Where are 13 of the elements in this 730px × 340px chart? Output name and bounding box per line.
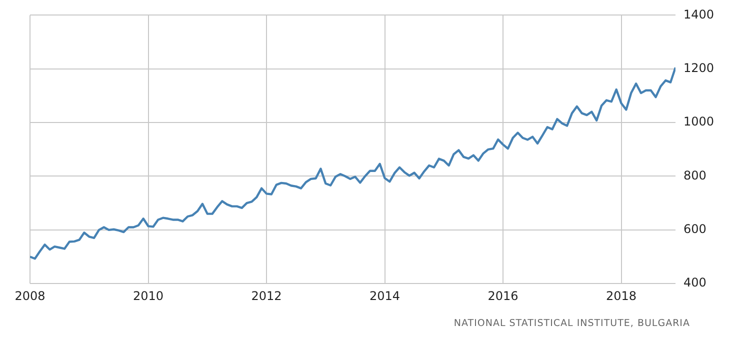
text: NATIONAL STATISTICAL INSTITUTE, BULGARIA bbox=[452, 318, 690, 329]
x-tick-label: 2010 bbox=[132, 288, 164, 303]
x-tick-label: 2012 bbox=[251, 288, 282, 303]
x-tick-label: 2008 bbox=[14, 288, 46, 303]
y-tick-label: 600 bbox=[683, 222, 706, 236]
x-tick-label: 2016 bbox=[488, 288, 518, 303]
y-tick-label: 1400 bbox=[683, 7, 714, 22]
y-tick-label: 1200 bbox=[683, 61, 714, 76]
x-tick-label: 2014 bbox=[369, 288, 400, 303]
y-tick-label: 800 bbox=[683, 168, 706, 182]
y-tick-label: 400 bbox=[683, 276, 706, 290]
y-tick-label: 1000 bbox=[683, 114, 714, 129]
x-tick-label: 2018 bbox=[606, 288, 637, 303]
